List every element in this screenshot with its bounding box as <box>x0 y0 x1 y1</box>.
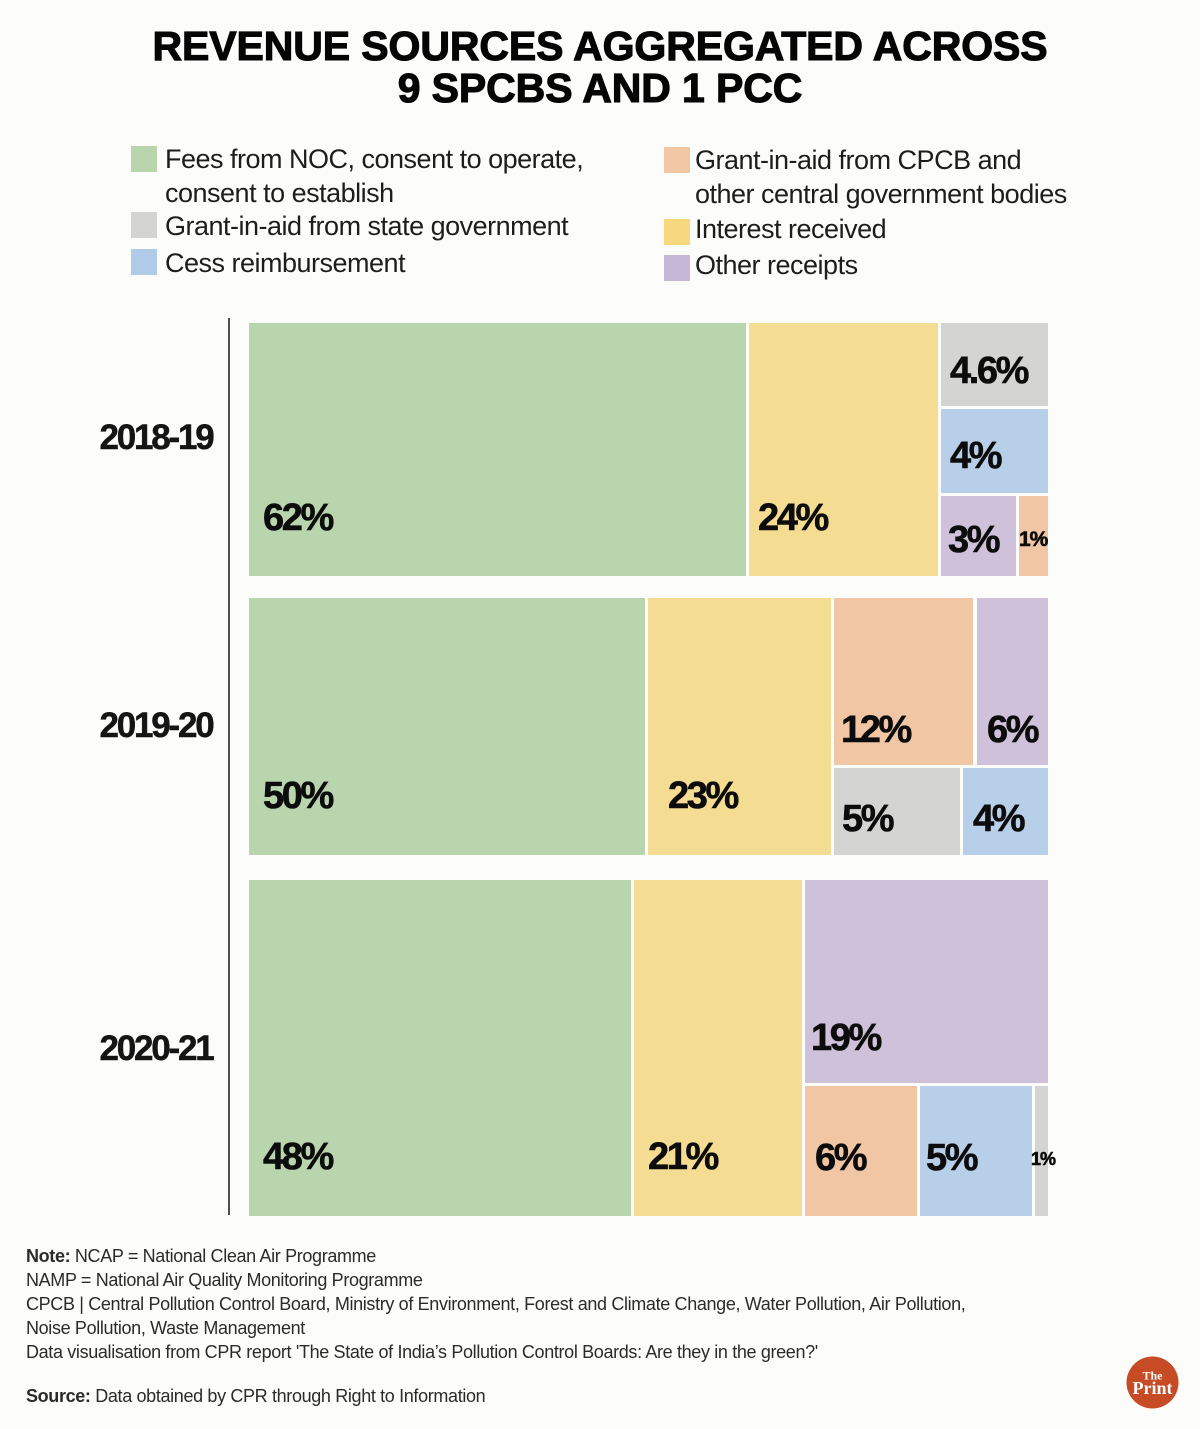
svg-text:Print: Print <box>1133 1378 1173 1398</box>
svg-text:The: The <box>1142 1369 1163 1383</box>
